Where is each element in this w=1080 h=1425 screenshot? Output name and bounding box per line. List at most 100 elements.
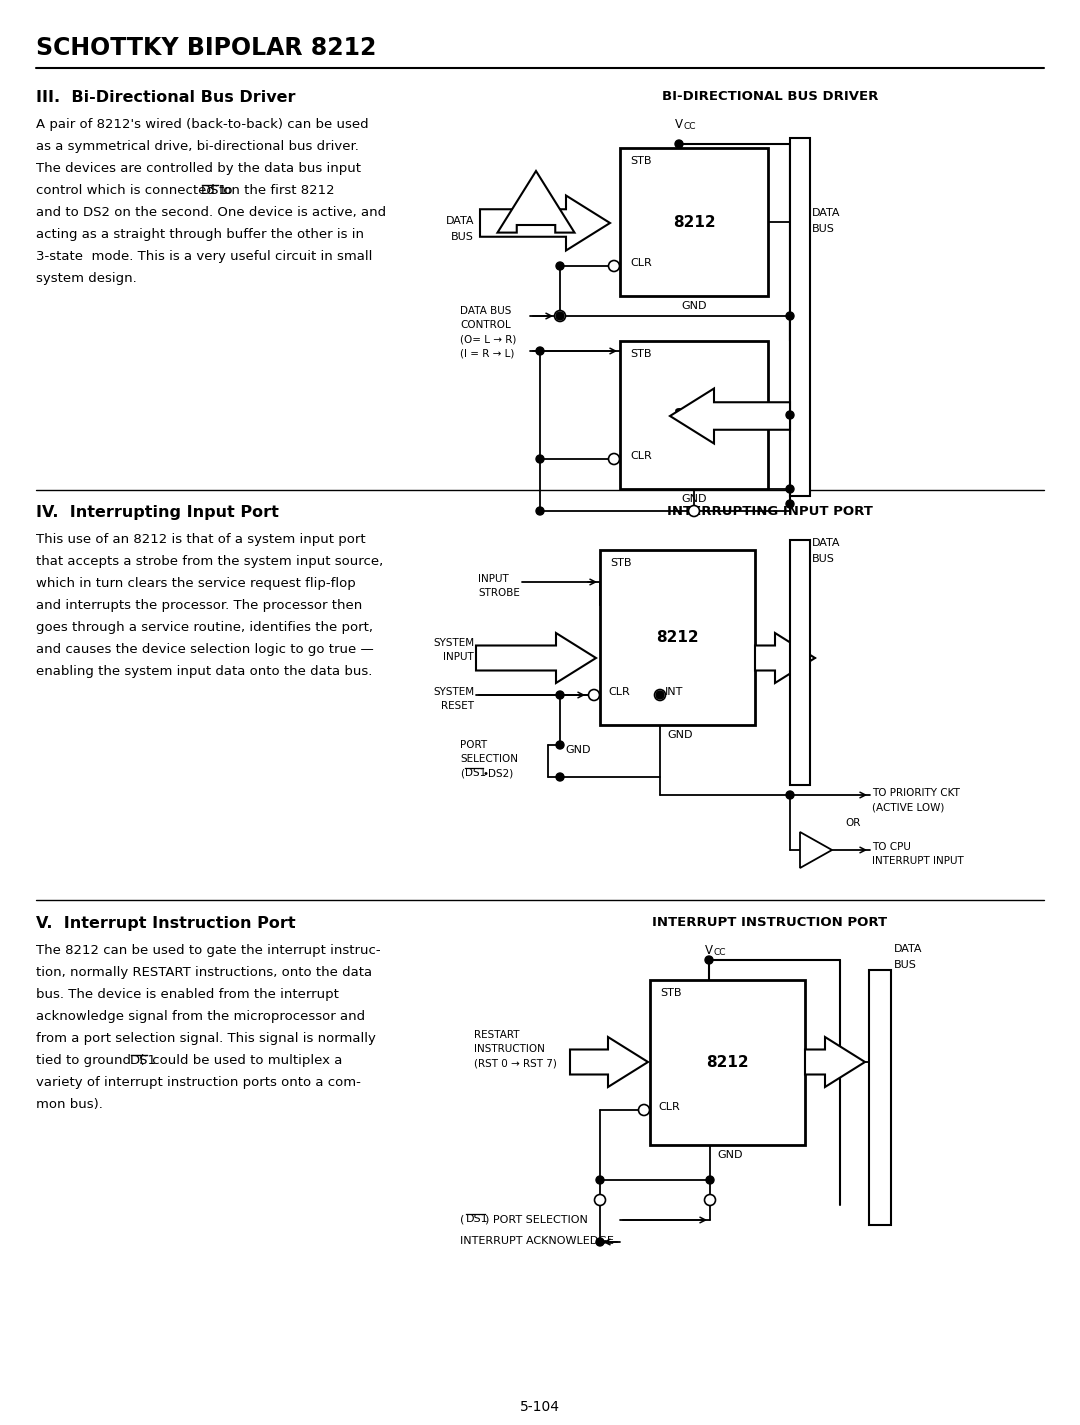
- Circle shape: [594, 1194, 606, 1206]
- Text: CLR: CLR: [658, 1102, 679, 1112]
- Text: BUS: BUS: [812, 554, 835, 564]
- Text: that accepts a strobe from the system input source,: that accepts a strobe from the system in…: [36, 554, 383, 569]
- Text: acknowledge signal from the microprocessor and: acknowledge signal from the microprocess…: [36, 1010, 365, 1023]
- Text: INPUT: INPUT: [443, 653, 474, 663]
- Text: 3-state  mode. This is a very useful circuit in small: 3-state mode. This is a very useful circ…: [36, 249, 373, 264]
- Text: SYSTEM: SYSTEM: [433, 687, 474, 697]
- Text: V.  Interrupt Instruction Port: V. Interrupt Instruction Port: [36, 916, 296, 931]
- Text: SCHOTTKY BIPOLAR 8212: SCHOTTKY BIPOLAR 8212: [36, 36, 376, 60]
- Circle shape: [786, 312, 794, 321]
- Text: STROBE: STROBE: [478, 589, 519, 598]
- Text: OR: OR: [845, 818, 861, 828]
- Text: The devices are controlled by the data bus input: The devices are controlled by the data b…: [36, 162, 361, 175]
- Text: (O= L → R): (O= L → R): [460, 333, 516, 343]
- Text: DATA BUS: DATA BUS: [460, 306, 511, 316]
- Text: GND: GND: [565, 745, 591, 755]
- Text: INTERRUPTING INPUT PORT: INTERRUPTING INPUT PORT: [667, 504, 873, 519]
- Text: IV.  Interrupting Input Port: IV. Interrupting Input Port: [36, 504, 279, 520]
- Text: ) PORT SELECTION: ) PORT SELECTION: [485, 1214, 588, 1224]
- Text: •DS2): •DS2): [483, 768, 514, 778]
- Circle shape: [596, 1176, 604, 1184]
- Text: STB: STB: [630, 155, 651, 165]
- Text: enabling the system input data onto the data bus.: enabling the system input data onto the …: [36, 665, 373, 678]
- Text: PORT: PORT: [460, 740, 487, 750]
- Text: This use of an 8212 is that of a system input port: This use of an 8212 is that of a system …: [36, 533, 366, 546]
- Circle shape: [705, 956, 713, 963]
- Text: GND: GND: [681, 301, 706, 311]
- Text: mon bus).: mon bus).: [36, 1099, 103, 1112]
- Circle shape: [786, 791, 794, 799]
- Text: The 8212 can be used to gate the interrupt instruc-: The 8212 can be used to gate the interru…: [36, 943, 380, 958]
- Text: (ACTIVE LOW): (ACTIVE LOW): [872, 802, 944, 812]
- Text: DS1: DS1: [465, 768, 486, 778]
- Text: CLR: CLR: [630, 258, 651, 268]
- Polygon shape: [805, 1037, 865, 1087]
- Text: DS1: DS1: [201, 184, 228, 197]
- Text: INPUT: INPUT: [478, 574, 509, 584]
- Text: DATA: DATA: [812, 539, 840, 549]
- Text: STB: STB: [630, 349, 651, 359]
- Text: TO PRIORITY CKT: TO PRIORITY CKT: [872, 788, 960, 798]
- Polygon shape: [480, 195, 610, 251]
- Text: STB: STB: [610, 559, 632, 569]
- Text: V: V: [705, 943, 713, 958]
- Circle shape: [556, 262, 564, 269]
- Text: SYSTEM: SYSTEM: [433, 638, 474, 648]
- Circle shape: [589, 690, 599, 701]
- Text: DS1: DS1: [130, 1054, 157, 1067]
- Bar: [869, 970, 891, 1226]
- Bar: [789, 138, 810, 496]
- Circle shape: [638, 1104, 649, 1116]
- Circle shape: [786, 485, 794, 493]
- Circle shape: [556, 312, 564, 321]
- Circle shape: [675, 140, 683, 148]
- Text: BUS: BUS: [894, 960, 917, 970]
- Circle shape: [556, 772, 564, 781]
- Bar: [789, 540, 810, 785]
- Polygon shape: [670, 389, 789, 443]
- Text: GND: GND: [667, 730, 693, 740]
- Text: on the first 8212: on the first 8212: [219, 184, 335, 197]
- Text: as a symmetrical drive, bi-directional bus driver.: as a symmetrical drive, bi-directional b…: [36, 140, 359, 152]
- Text: and causes the device selection logic to go true —: and causes the device selection logic to…: [36, 643, 374, 656]
- Text: BUS: BUS: [451, 232, 474, 242]
- Polygon shape: [755, 633, 815, 683]
- Text: BUS: BUS: [812, 224, 835, 234]
- Text: (: (: [460, 768, 464, 778]
- Text: CONTROL: CONTROL: [460, 321, 511, 331]
- Text: acting as a straight through buffer the other is in: acting as a straight through buffer the …: [36, 228, 364, 241]
- Text: RESET: RESET: [441, 701, 474, 711]
- Circle shape: [536, 507, 544, 514]
- Text: INTERRUPT ACKNOWLEDGE: INTERRUPT ACKNOWLEDGE: [460, 1235, 613, 1245]
- Text: GND: GND: [717, 1150, 743, 1160]
- Text: INT: INT: [665, 687, 684, 697]
- Circle shape: [536, 348, 544, 355]
- Text: DATA: DATA: [446, 217, 474, 227]
- Circle shape: [596, 1238, 604, 1245]
- Circle shape: [786, 410, 794, 419]
- Circle shape: [554, 311, 566, 322]
- Text: and to DS2 on the second. One device is active, and: and to DS2 on the second. One device is …: [36, 207, 387, 219]
- Text: INTERRUPT INSTRUCTION PORT: INTERRUPT INSTRUCTION PORT: [652, 916, 888, 929]
- Bar: [620, 341, 768, 489]
- Text: DATA: DATA: [812, 208, 840, 218]
- Circle shape: [536, 455, 544, 463]
- Text: (I = R → L): (I = R → L): [460, 348, 514, 358]
- Text: could be used to multiplex a: could be used to multiplex a: [148, 1054, 342, 1067]
- Text: 5-104: 5-104: [519, 1399, 561, 1414]
- Text: SELECTION: SELECTION: [460, 754, 518, 764]
- Circle shape: [556, 741, 564, 750]
- Text: A pair of 8212's wired (back-to-back) can be used: A pair of 8212's wired (back-to-back) ca…: [36, 118, 368, 131]
- Circle shape: [608, 261, 620, 272]
- Text: III.  Bi-Directional Bus Driver: III. Bi-Directional Bus Driver: [36, 90, 296, 105]
- Circle shape: [556, 691, 564, 700]
- Text: bus. The device is enabled from the interrupt: bus. The device is enabled from the inte…: [36, 988, 339, 1000]
- Bar: [600, 550, 755, 725]
- Circle shape: [654, 690, 665, 701]
- Text: INTERRUPT INPUT: INTERRUPT INPUT: [872, 856, 963, 866]
- Text: tied to ground. (: tied to ground. (: [36, 1054, 145, 1067]
- Bar: [620, 148, 768, 296]
- Text: GND: GND: [681, 494, 706, 504]
- Text: system design.: system design.: [36, 272, 137, 285]
- Polygon shape: [476, 633, 596, 683]
